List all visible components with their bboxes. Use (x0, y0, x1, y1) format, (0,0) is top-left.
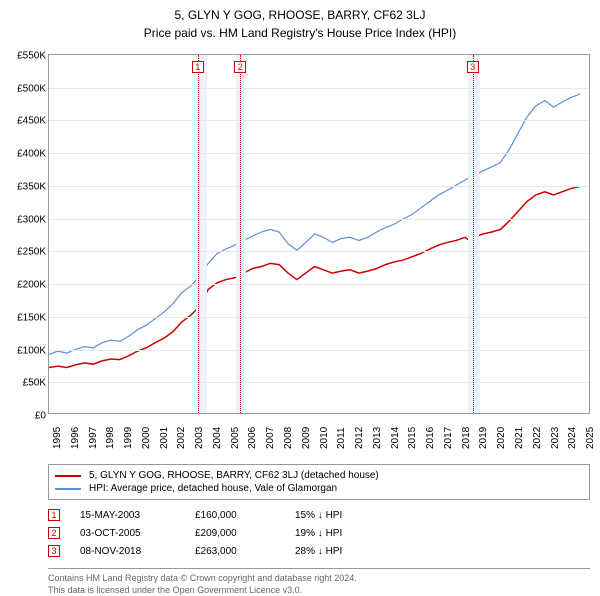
legend-swatch (55, 475, 81, 477)
x-tick-label: 2004 (212, 427, 223, 449)
x-tick-label: 1995 (52, 427, 63, 449)
y-tick-label: £300K (17, 214, 46, 225)
sale-marker-box: 3 (467, 61, 479, 73)
x-tick-label: 2009 (301, 427, 312, 449)
x-tick-label: 1999 (123, 427, 134, 449)
x-tick-label: 2017 (443, 427, 454, 449)
chart-title: 5, GLYN Y GOG, RHOOSE, BARRY, CF62 3LJ (0, 8, 600, 22)
sales-date: 08-NOV-2018 (80, 546, 175, 557)
gridline (49, 284, 589, 285)
x-tick-label: 2006 (247, 427, 258, 449)
gridline (49, 219, 589, 220)
y-tick-label: £250K (17, 247, 46, 258)
chart-plot-area: 1 2 3 (48, 54, 590, 414)
y-tick-label: £450K (17, 116, 46, 127)
sales-marker: 3 (48, 545, 60, 557)
y-tick-label: £100K (17, 345, 46, 356)
gridline (49, 88, 589, 89)
gridline (49, 186, 589, 187)
sales-row: 1 15-MAY-2003 £160,000 15% ↓ HPI (48, 506, 590, 524)
y-tick-label: £350K (17, 181, 46, 192)
x-tick-label: 2013 (372, 427, 383, 449)
sales-marker: 2 (48, 527, 60, 539)
gridline (49, 120, 589, 121)
gridline (49, 382, 589, 383)
x-tick-label: 2007 (265, 427, 276, 449)
gridline (49, 350, 589, 351)
sale-marker-box: 2 (234, 61, 246, 73)
x-tick-label: 2020 (496, 427, 507, 449)
x-tick-label: 2014 (390, 427, 401, 449)
y-tick-label: £550K (17, 51, 46, 62)
chart-lines-svg (49, 55, 589, 413)
x-tick-label: 2016 (425, 427, 436, 449)
y-tick-label: £200K (17, 280, 46, 291)
x-tick-label: 1998 (105, 427, 116, 449)
x-tick-label: 1996 (70, 427, 81, 449)
series-property (49, 186, 580, 367)
sales-row: 3 08-NOV-2018 £263,000 28% ↓ HPI (48, 542, 590, 560)
sales-marker: 1 (48, 509, 60, 521)
gridline (49, 153, 589, 154)
x-tick-label: 2021 (514, 427, 525, 449)
x-tick-label: 2015 (407, 427, 418, 449)
sales-price: £209,000 (195, 528, 275, 539)
sale-marker-box: 1 (192, 61, 204, 73)
x-tick-label: 2019 (478, 427, 489, 449)
legend-row: HPI: Average price, detached house, Vale… (55, 482, 583, 495)
x-tick-label: 2002 (176, 427, 187, 449)
legend-swatch (55, 488, 81, 490)
y-tick-label: £150K (17, 312, 46, 323)
sales-date: 03-OCT-2005 (80, 528, 175, 539)
sale-marker-line (198, 55, 199, 413)
chart-subtitle: Price paid vs. HM Land Registry's House … (0, 26, 600, 40)
series-hpi (49, 94, 580, 354)
sales-diff: 15% ↓ HPI (295, 510, 375, 521)
sales-diff: 19% ↓ HPI (295, 528, 375, 539)
x-tick-label: 2023 (550, 427, 561, 449)
sales-price: £160,000 (195, 510, 275, 521)
x-tick-label: 2025 (585, 427, 596, 449)
y-tick-label: £0 (35, 411, 46, 422)
sales-price: £263,000 (195, 546, 275, 557)
title-block: 5, GLYN Y GOG, RHOOSE, BARRY, CF62 3LJ P… (0, 0, 600, 44)
x-tick-label: 2008 (283, 427, 294, 449)
x-tick-label: 2018 (461, 427, 472, 449)
footer-line-2: This data is licensed under the Open Gov… (48, 585, 590, 596)
legend-row: 5, GLYN Y GOG, RHOOSE, BARRY, CF62 3LJ (… (55, 469, 583, 482)
sale-marker-line (240, 55, 241, 413)
sales-table: 1 15-MAY-2003 £160,000 15% ↓ HPI 2 03-OCT-200… (48, 506, 590, 560)
sales-row: 2 03-OCT-2005 £209,000 19% ↓ HPI (48, 524, 590, 542)
footer-attribution: Contains HM Land Registry data © Crown c… (48, 568, 590, 596)
gridline (49, 317, 589, 318)
sales-date: 15-MAY-2003 (80, 510, 175, 521)
x-tick-label: 2012 (354, 427, 365, 449)
legend-label: HPI: Average price, detached house, Vale… (89, 483, 337, 494)
x-tick-label: 2001 (159, 427, 170, 449)
x-tick-label: 2010 (319, 427, 330, 449)
chart-container: 5, GLYN Y GOG, RHOOSE, BARRY, CF62 3LJ P… (0, 0, 600, 590)
x-tick-label: 2005 (230, 427, 241, 449)
legend-label: 5, GLYN Y GOG, RHOOSE, BARRY, CF62 3LJ (… (89, 470, 379, 481)
x-tick-label: 2011 (336, 427, 347, 449)
sale-marker-line (473, 55, 474, 413)
x-tick-label: 2000 (141, 427, 152, 449)
y-tick-label: £500K (17, 83, 46, 94)
y-tick-label: £400K (17, 149, 46, 160)
gridline (49, 251, 589, 252)
legend-box: 5, GLYN Y GOG, RHOOSE, BARRY, CF62 3LJ (… (48, 464, 590, 500)
footer-line-1: Contains HM Land Registry data © Crown c… (48, 573, 590, 585)
x-tick-label: 2024 (567, 427, 578, 449)
x-tick-label: 1997 (88, 427, 99, 449)
sales-diff: 28% ↓ HPI (295, 546, 375, 557)
y-tick-label: £50K (23, 378, 46, 389)
x-tick-label: 2022 (532, 427, 543, 449)
x-tick-label: 2003 (194, 427, 205, 449)
